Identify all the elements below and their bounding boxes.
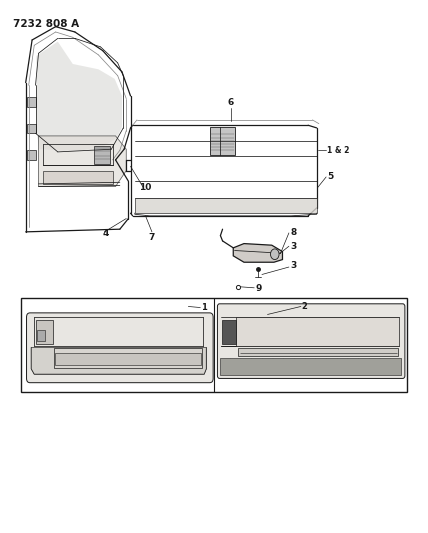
FancyBboxPatch shape xyxy=(27,313,213,383)
Polygon shape xyxy=(233,244,282,262)
Text: 5: 5 xyxy=(327,173,334,181)
Text: 7: 7 xyxy=(149,233,155,243)
Bar xyxy=(37,330,45,341)
Polygon shape xyxy=(36,42,122,150)
Bar xyxy=(27,124,36,133)
Text: 9: 9 xyxy=(256,285,262,293)
Text: 3: 3 xyxy=(290,242,297,251)
Bar xyxy=(238,348,398,356)
Polygon shape xyxy=(43,171,113,184)
Text: 1: 1 xyxy=(201,303,207,312)
Text: 3: 3 xyxy=(290,261,297,270)
Circle shape xyxy=(270,249,279,260)
Bar xyxy=(27,150,36,160)
Polygon shape xyxy=(221,317,399,346)
Bar xyxy=(27,97,36,107)
Text: 4: 4 xyxy=(103,229,109,238)
Text: 6: 6 xyxy=(228,98,234,107)
Bar xyxy=(210,127,235,155)
Text: 2: 2 xyxy=(302,302,308,311)
Polygon shape xyxy=(31,348,206,374)
Text: 10: 10 xyxy=(139,183,152,192)
Bar xyxy=(55,353,201,365)
FancyBboxPatch shape xyxy=(217,304,405,378)
Bar xyxy=(36,320,53,344)
Text: 1 & 2: 1 & 2 xyxy=(327,146,350,155)
Bar xyxy=(21,298,407,392)
Text: 8: 8 xyxy=(290,229,297,237)
Bar xyxy=(220,358,401,375)
Polygon shape xyxy=(39,136,126,187)
Bar xyxy=(94,146,110,164)
Bar xyxy=(54,348,202,368)
Polygon shape xyxy=(135,198,317,213)
Bar xyxy=(222,320,236,344)
Text: 7232 808 A: 7232 808 A xyxy=(13,19,79,29)
